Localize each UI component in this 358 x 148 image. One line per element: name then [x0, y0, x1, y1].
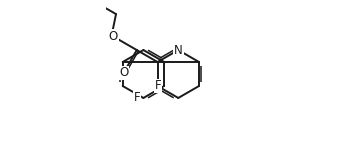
- Text: O: O: [108, 30, 118, 43]
- Text: F: F: [155, 79, 161, 92]
- Text: F: F: [134, 91, 141, 104]
- Text: O: O: [119, 66, 128, 79]
- Text: N: N: [174, 44, 183, 57]
